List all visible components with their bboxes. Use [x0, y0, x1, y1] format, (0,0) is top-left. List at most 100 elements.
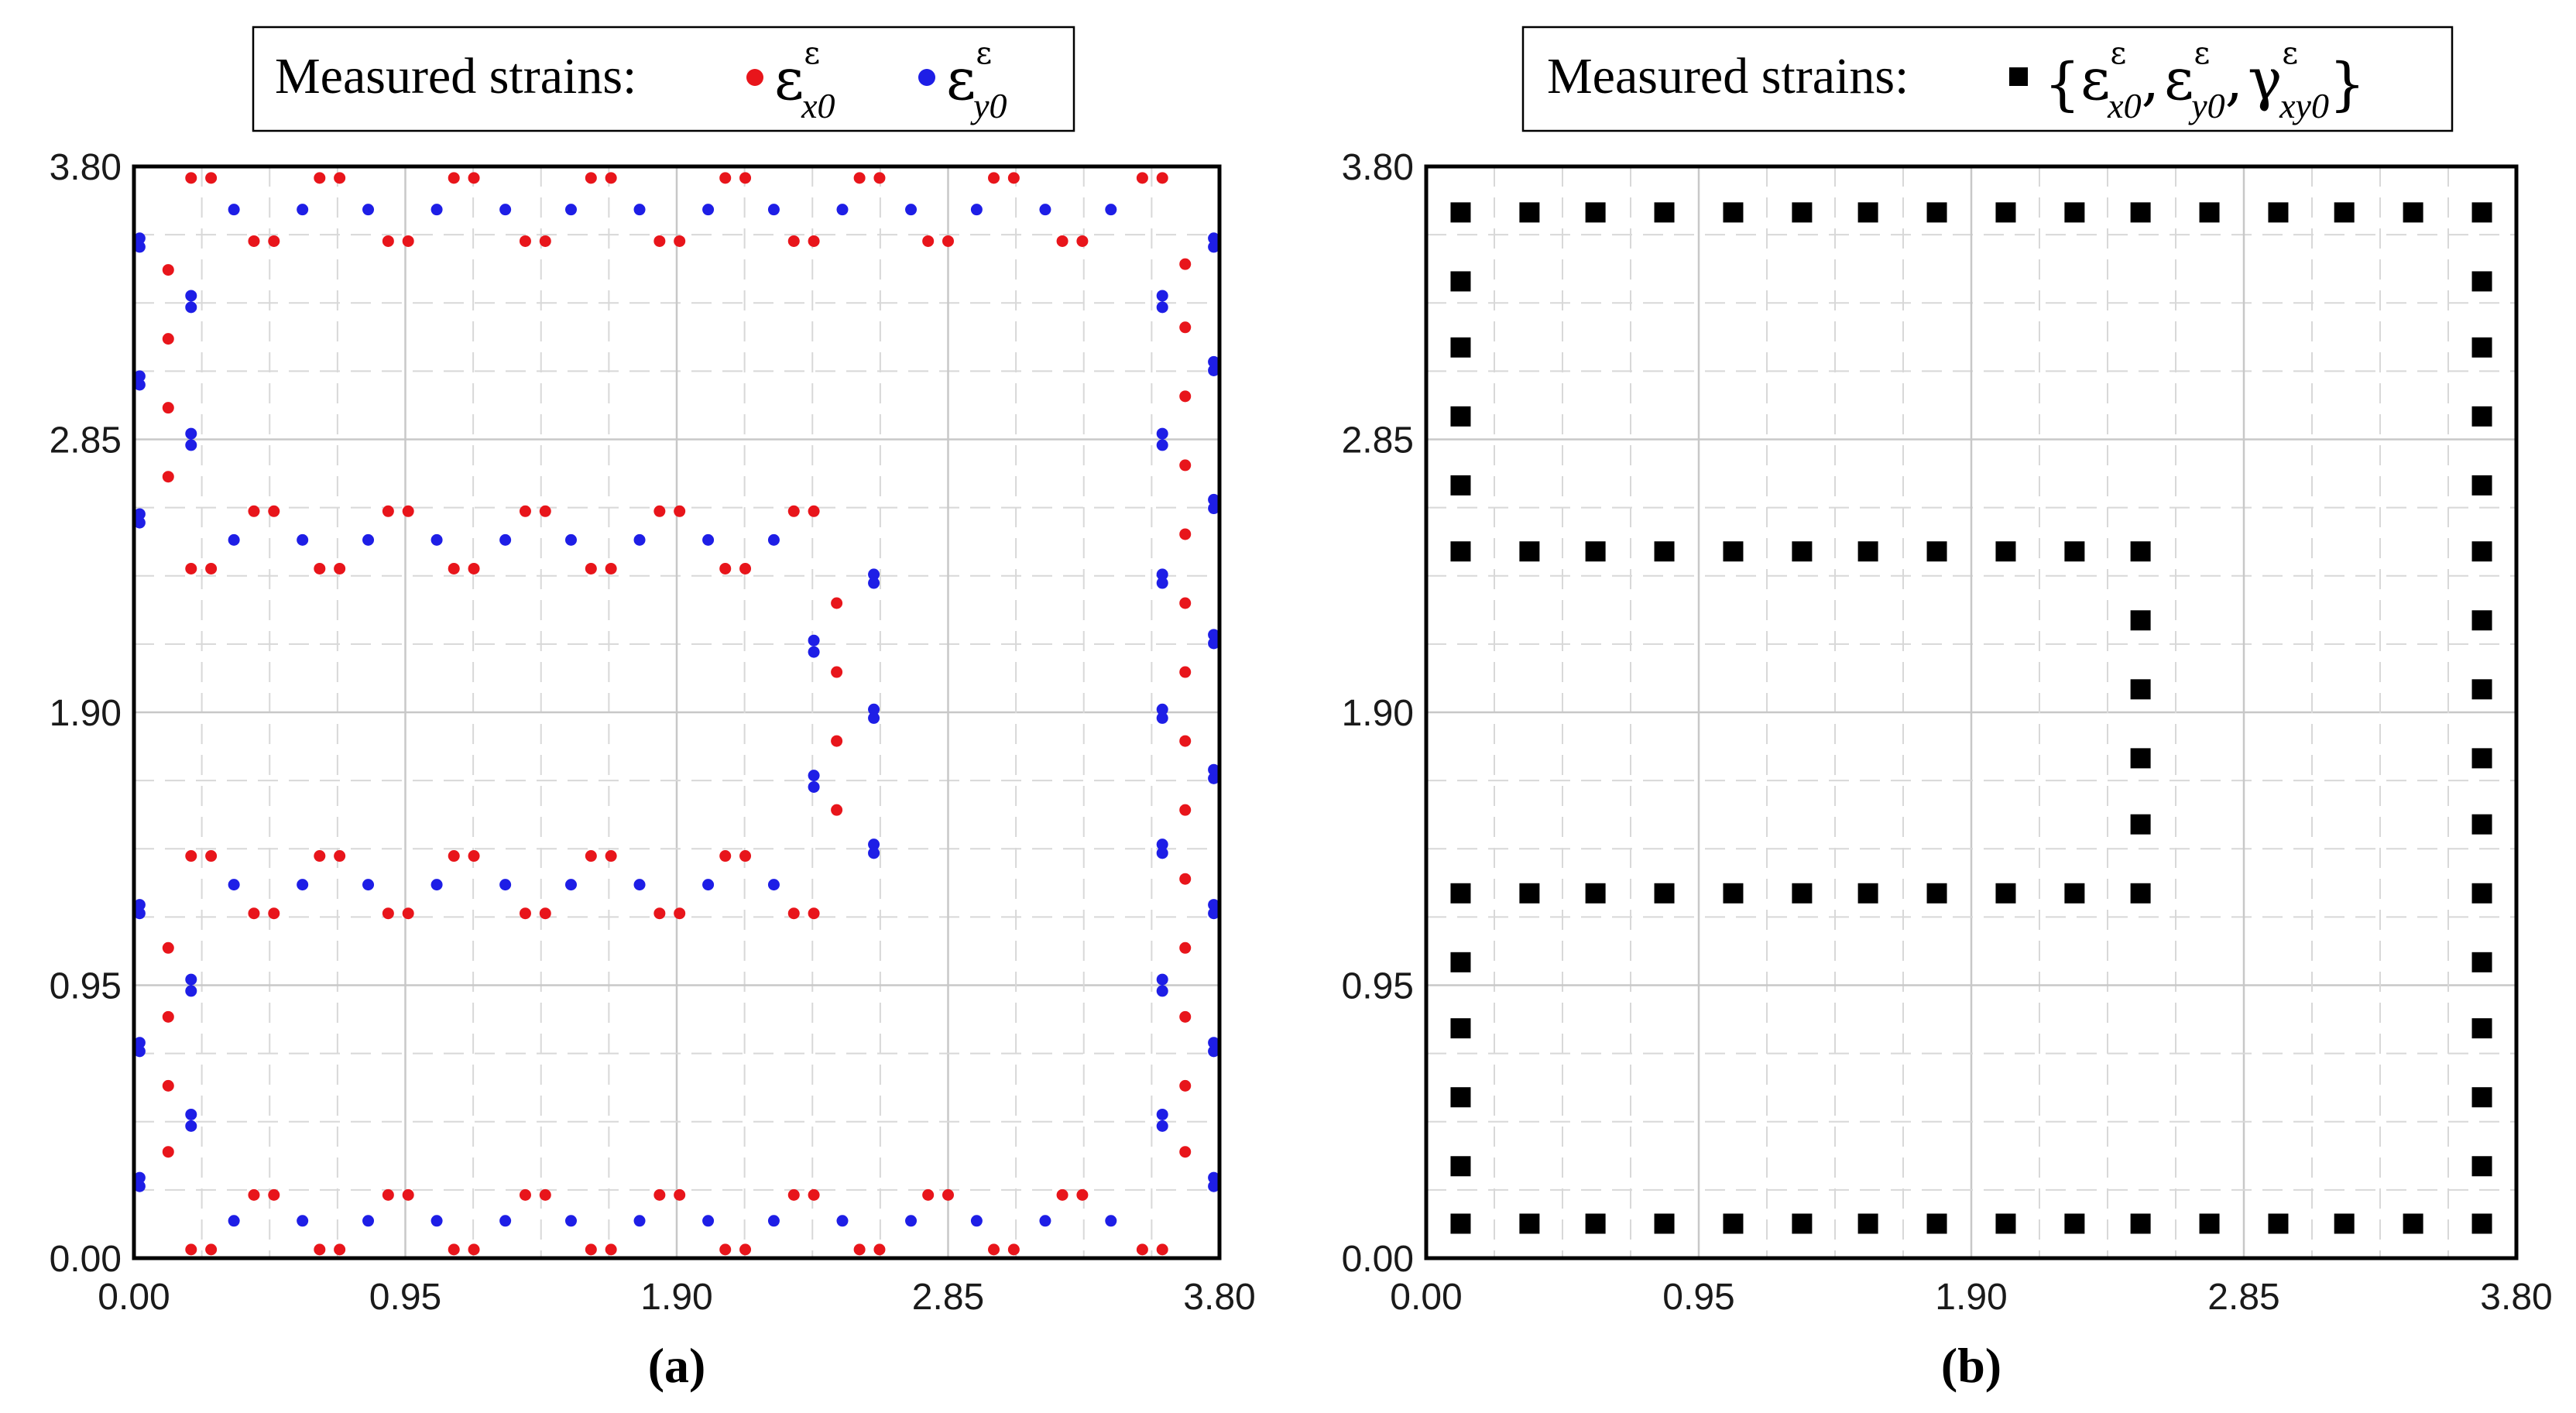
data-point-ex0: [539, 907, 551, 920]
data-point-ex0: [808, 907, 820, 920]
y-tick-label: 3.80: [50, 147, 122, 188]
data-point-combined: [2199, 202, 2220, 223]
panel-b: Measured strains: {εε x0,εε y0,γε xy0} 0.00…: [1342, 26, 2553, 1393]
data-point-ex0: [539, 235, 551, 247]
data-point-ex0: [787, 505, 800, 517]
data-point-ey0: [1156, 568, 1168, 581]
x-tick-label: 1.90: [640, 1277, 712, 1318]
data-point-ey0: [1208, 241, 1220, 253]
data-point-combined: [1792, 541, 1813, 562]
data-point-ex0: [1136, 1243, 1148, 1256]
data-point-ey0: [228, 1215, 240, 1227]
data-point-combined: [1926, 202, 1947, 223]
data-point-ey0: [133, 899, 146, 911]
data-point-ey0: [185, 290, 197, 302]
data-point-ey0: [133, 232, 146, 245]
data-point-ex0: [268, 907, 280, 920]
data-point-combined: [2471, 883, 2492, 904]
data-point-combined: [1585, 883, 1606, 904]
data-point-ex0: [268, 235, 280, 247]
data-point-combined: [1792, 1213, 1813, 1234]
data-point-combined: [2130, 610, 2151, 631]
data-point-combined: [2471, 337, 2492, 358]
data-point-combined: [2471, 1087, 2492, 1108]
data-point-ex0: [653, 505, 666, 517]
data-point-ey0: [702, 204, 715, 216]
data-point-combined: [1450, 541, 1471, 562]
data-point-ex0: [402, 1188, 414, 1201]
data-point-ey0: [1156, 290, 1168, 302]
data-point-ex0: [1136, 172, 1148, 184]
data-point-combined: [1723, 1213, 1744, 1234]
data-point-combined: [1926, 1213, 1947, 1234]
data-point-ex0: [382, 907, 394, 920]
data-point-combined: [2471, 814, 2492, 835]
data-point-combined: [1450, 337, 1471, 358]
data-point-ey0: [1039, 1215, 1051, 1227]
data-point-combined: [2130, 814, 2151, 835]
data-point-ey0: [1156, 427, 1168, 440]
data-point-ex0: [185, 172, 197, 184]
y-tick-labels-b: 0.00 0.95 1.90 2.85 3.80: [1342, 147, 1414, 1280]
data-point-ex0: [988, 172, 1000, 184]
x-tick-label: 0.00: [1390, 1277, 1462, 1318]
data-point-ey0: [836, 1215, 849, 1227]
data-point-ey0: [702, 1215, 715, 1227]
data-point-ex0: [402, 235, 414, 247]
data-point-ex0: [205, 562, 218, 574]
data-point-combined: [2471, 1156, 2492, 1177]
data-point-ex0: [334, 172, 346, 184]
data-point-ex0: [1179, 459, 1192, 472]
data-point-ey0: [297, 204, 309, 216]
legend-a-label-y: εε y0: [946, 36, 1007, 125]
data-point-ey0: [185, 301, 197, 314]
data-point-ey0: [808, 646, 820, 658]
data-point-combined: [1450, 406, 1471, 427]
data-point-ey0: [633, 204, 646, 216]
data-point-ey0: [905, 204, 918, 216]
x-tick-label: 0.95: [1662, 1277, 1734, 1318]
data-point-ex0: [1179, 735, 1192, 747]
data-point-ey0: [868, 577, 880, 589]
data-point-ex0: [1179, 258, 1192, 270]
data-point-ey0: [297, 1215, 309, 1227]
data-point-ey0: [133, 241, 146, 253]
data-point-ex0: [162, 1079, 174, 1092]
data-point-ey0: [767, 204, 780, 216]
data-point-ey0: [868, 568, 880, 581]
legend-a-title: Measured strains:: [275, 48, 636, 105]
panel-a: Measured strains: εε x0 εε y0 0.00 0.95 1.90…: [50, 26, 1256, 1393]
data-point-ex0: [268, 1188, 280, 1201]
data-point-combined: [1450, 202, 1471, 223]
data-point-ey0: [1208, 232, 1220, 245]
data-point-ex0: [248, 1188, 260, 1201]
data-point-ex0: [1179, 597, 1192, 609]
data-point-ey0: [564, 204, 577, 216]
data-point-ex0: [739, 850, 752, 863]
data-point-ex0: [1179, 873, 1192, 885]
data-point-ex0: [922, 235, 935, 247]
legend-a-box: [252, 26, 1075, 132]
data-point-ey0: [1156, 577, 1168, 589]
data-point-ex0: [1007, 172, 1020, 184]
legend-b-box: [1521, 26, 2454, 132]
data-point-ex0: [831, 804, 843, 816]
data-point-ex0: [1156, 172, 1168, 184]
data-point-ey0: [1105, 204, 1117, 216]
legend-b-label: {εε x0,εε y0,γε xy0}: [2044, 36, 2365, 125]
data-point-ex0: [605, 172, 617, 184]
data-point-combined: [2471, 475, 2492, 496]
data-point-ey0: [133, 1180, 146, 1192]
data-point-ex0: [448, 172, 460, 184]
data-point-ex0: [519, 907, 531, 920]
data-point-ey0: [564, 879, 577, 891]
data-point-ex0: [448, 850, 460, 863]
data-point-ey0: [228, 204, 240, 216]
data-point-ey0: [564, 1215, 577, 1227]
data-point-combined: [1450, 883, 1471, 904]
data-point-ey0: [1208, 1180, 1220, 1192]
data-point-ex0: [1056, 235, 1068, 247]
data-point-combined: [2130, 883, 2151, 904]
grid-a: [134, 166, 1219, 1258]
y-tick-label: 0.00: [50, 1239, 122, 1280]
